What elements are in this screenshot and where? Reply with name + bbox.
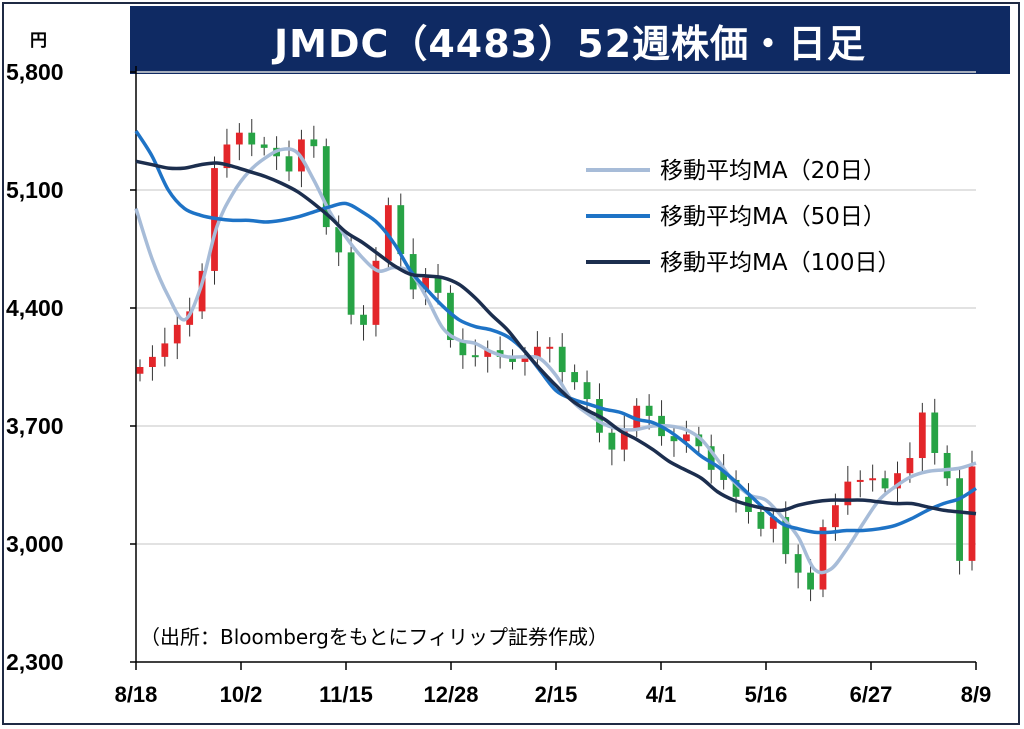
candle-down <box>807 572 814 590</box>
candle-down <box>571 372 579 383</box>
candle-up <box>149 356 156 367</box>
candle-down <box>956 478 963 561</box>
ma-line-1 <box>134 130 977 535</box>
candle-up <box>186 311 194 325</box>
candle-down <box>471 355 479 358</box>
chart-title: JMDC（4483）52週株価・日足 <box>273 21 867 66</box>
candle-down <box>558 346 566 373</box>
candle-up <box>869 478 877 481</box>
legend-label: 移動平均MA（100日） <box>660 250 900 276</box>
x-tick-label: 5/16 <box>745 682 788 707</box>
candle-up <box>422 277 430 290</box>
y-tick-label: 5,100 <box>6 177 64 203</box>
x-tick-label: 4/1 <box>646 682 677 707</box>
candle-down <box>757 511 765 529</box>
x-tick-label: 11/15 <box>319 682 373 707</box>
candle-down <box>310 139 318 147</box>
candle-up <box>844 481 852 506</box>
candle-down <box>459 340 467 356</box>
x-tick-label: 6/27 <box>850 682 893 707</box>
candle-up <box>521 358 529 362</box>
x-tick-label: 12/28 <box>423 682 478 707</box>
candle-up <box>906 458 914 474</box>
y-tick-label: 3,000 <box>6 531 64 557</box>
legend: 移動平均MA（20日） 移動平均MA（50日） 移動平均MA（100日） <box>586 158 900 276</box>
candle-up <box>173 324 181 344</box>
y-unit-label: 円 <box>30 31 47 51</box>
candle-down <box>881 478 889 489</box>
candle-down <box>285 156 293 172</box>
candle-down <box>720 469 728 480</box>
candle-down <box>248 132 256 145</box>
candle-down <box>670 436 678 442</box>
candle-down <box>782 517 790 555</box>
moving-averages <box>134 130 977 575</box>
x-tick-label: 10/2 <box>220 682 263 707</box>
candle-up <box>223 144 231 169</box>
candle-down <box>931 412 939 453</box>
candle-up <box>533 346 541 359</box>
ma-line-0 <box>134 147 977 575</box>
candle-up <box>856 479 864 482</box>
candle-up <box>832 505 839 528</box>
candle-down <box>397 205 405 255</box>
source-note: （出所：Bloombergをもとにフィリップ証券作成） <box>140 625 608 649</box>
candle-down <box>794 554 802 573</box>
candle-up <box>819 527 827 590</box>
candle-down <box>360 314 367 325</box>
candle-up <box>682 434 690 442</box>
y-tick-label: 2,300 <box>6 649 64 675</box>
candle-up <box>161 343 169 357</box>
x-tick-label: 8/18 <box>115 682 158 707</box>
x-tick-label: 2/15 <box>535 682 578 707</box>
x-tick-label: 8/9 <box>961 682 992 707</box>
candle-up <box>136 367 144 374</box>
legend-label: 移動平均MA（20日） <box>660 158 886 184</box>
candle-up <box>546 346 554 349</box>
candle-down <box>322 146 330 228</box>
candle-down <box>347 252 355 315</box>
candle-up <box>894 473 901 489</box>
y-tick-label: 3,700 <box>6 413 64 439</box>
gridlines <box>136 71 976 545</box>
candle-down <box>732 479 740 497</box>
candle-down <box>434 277 442 293</box>
candle-down <box>260 144 268 148</box>
axes: 5,800 5,100 4,400 3,700 3,000 2,300 8/18 10/2 11… <box>6 59 991 707</box>
candle-down <box>943 452 951 479</box>
y-tick-label: 4,400 <box>6 295 64 321</box>
candle-down <box>707 446 715 470</box>
candle-up <box>769 517 777 529</box>
candle-up <box>198 270 206 312</box>
candle-up <box>372 260 380 325</box>
candle-down <box>583 382 591 400</box>
legend-label: 移動平均MA（50日） <box>660 204 886 230</box>
candles <box>136 119 976 602</box>
candle-up <box>484 350 492 357</box>
title-bar: JMDC（4483）52週株価・日足 <box>130 6 1010 74</box>
candle-down <box>447 292 454 341</box>
candle-up <box>918 412 926 459</box>
candle-up <box>235 132 243 145</box>
candle-down <box>695 434 703 447</box>
candle-down <box>645 405 653 416</box>
candle-down <box>509 356 516 362</box>
candle-up <box>620 429 628 450</box>
ma-line-2 <box>135 159 977 516</box>
y-tick-label: 5,800 <box>6 59 64 85</box>
candle-down <box>608 432 616 450</box>
candle-down <box>335 227 343 253</box>
